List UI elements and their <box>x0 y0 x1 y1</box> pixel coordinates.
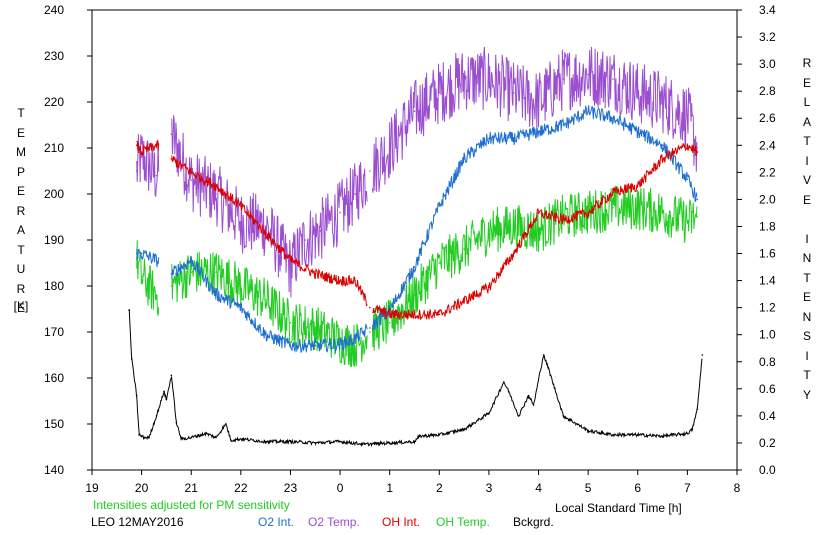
y-left-tick-label: 230 <box>44 49 64 63</box>
y-right-tick-label: 2.0 <box>759 192 776 206</box>
y-right-tick-label: 1.0 <box>759 328 776 342</box>
legend-oh-temp: OH Temp. <box>436 515 490 529</box>
x-tick-label: 7 <box>684 481 691 495</box>
y-left-tick-label: 190 <box>44 233 64 247</box>
y-right-tick-label: 1.8 <box>759 219 776 233</box>
y-right-tick-label: 0.4 <box>759 409 776 423</box>
x-tick-label: 23 <box>284 481 298 495</box>
o2_int-point <box>696 198 699 201</box>
y-right-tick-label: 0.8 <box>759 355 776 369</box>
axis-ticks: 19 20 21 22 23 0 1 2 3 4 5 6 7 8140150160170180190200… <box>44 3 776 495</box>
x-tick-label: 6 <box>634 481 641 495</box>
x-tick-label: 4 <box>535 481 542 495</box>
left-axis-unit: [K] <box>13 299 29 313</box>
bckgrd-point <box>532 404 535 406</box>
y-right-tick-label: 2.4 <box>759 138 776 152</box>
o2_temp-point <box>140 156 143 158</box>
x-tick-label: 1 <box>386 481 393 495</box>
bckgrd-point <box>503 381 505 383</box>
y-left-tick-label: 220 <box>44 95 64 109</box>
x-tick-label: 19 <box>85 481 99 495</box>
y-left-tick-label: 150 <box>44 417 64 431</box>
y-left-tick-label: 210 <box>44 141 64 155</box>
x-tick-label: 8 <box>734 481 741 495</box>
y-right-tick-label: 2.6 <box>759 111 776 125</box>
x-tick-label: 0 <box>337 481 344 495</box>
y-right-tick-label: 0.2 <box>759 436 776 450</box>
y-right-tick-label: 3.2 <box>759 30 776 44</box>
oh_int-line <box>136 139 698 321</box>
o2_int-point <box>686 178 689 180</box>
y-right-tick-label: 0.6 <box>759 382 776 396</box>
y-right-tick-label: 1.2 <box>759 301 776 315</box>
y-right-tick-label: 2.2 <box>759 165 776 179</box>
o2_temp-point <box>339 211 341 214</box>
o2_temp-point <box>354 193 356 195</box>
y-left-tick-label: 140 <box>44 463 64 477</box>
station-label: LEO 12MAY2016 <box>91 515 184 529</box>
series-lines <box>128 46 704 448</box>
o2_temp-point <box>413 110 416 112</box>
y-right-tick-label: 1.6 <box>759 247 776 261</box>
bckgrd-line <box>128 308 703 448</box>
o2_int-point <box>369 327 371 329</box>
x-tick-label: 3 <box>486 481 493 495</box>
y-left-tick-label: 240 <box>44 3 64 17</box>
x-tick-label: 20 <box>135 481 149 495</box>
x-tick-label: 5 <box>585 481 592 495</box>
oh_temp-point <box>289 322 292 324</box>
sensitivity-note: Intensities adjusted for PM sensitivity <box>93 498 290 512</box>
bckgrd-point <box>701 354 704 356</box>
oh_int-point <box>438 313 441 316</box>
y-right-tick-label: 0.0 <box>759 463 776 477</box>
plot-frame <box>91 9 738 471</box>
legend-oh-int: OH Int. <box>382 515 421 529</box>
o2_int-point <box>314 344 317 347</box>
x-tick-label: 22 <box>234 481 248 495</box>
oh_int-point <box>369 306 371 309</box>
x-tick-label: 2 <box>436 481 443 495</box>
o2_temp-point <box>304 239 307 241</box>
oh_temp-point <box>696 216 699 218</box>
bckgrd-point <box>170 374 173 377</box>
y-right-tick-label: 2.8 <box>759 84 776 98</box>
x-axis-label: Local Standard Time [h] <box>555 501 682 515</box>
oh_temp-point <box>388 322 391 324</box>
y-left-tick-label: 160 <box>44 371 64 385</box>
o2_temp-point <box>190 179 193 181</box>
y-right-tick-label: 3.4 <box>759 3 776 17</box>
y-left-tick-label: 170 <box>44 325 64 339</box>
x-tick-label: 21 <box>185 481 199 495</box>
legend-o2-int: O2 Int. <box>258 515 295 529</box>
o2_temp-point <box>369 170 371 172</box>
o2_temp-point <box>438 92 441 94</box>
y-left-tick-label: 180 <box>44 279 64 293</box>
legend-bckgrd: Bckgrd. <box>513 515 554 529</box>
oh_temp-point <box>438 262 441 264</box>
y-right-tick-label: 3.0 <box>759 57 776 71</box>
o2_int-line <box>136 104 698 353</box>
y-left-tick-label: 200 <box>44 187 64 201</box>
o2_temp-point <box>612 78 614 80</box>
oh_temp-line <box>136 186 698 368</box>
legend-o2-temp: O2 Temp. <box>308 515 360 529</box>
y-right-tick-label: 1.4 <box>759 274 776 288</box>
oh_temp-point <box>369 331 371 333</box>
